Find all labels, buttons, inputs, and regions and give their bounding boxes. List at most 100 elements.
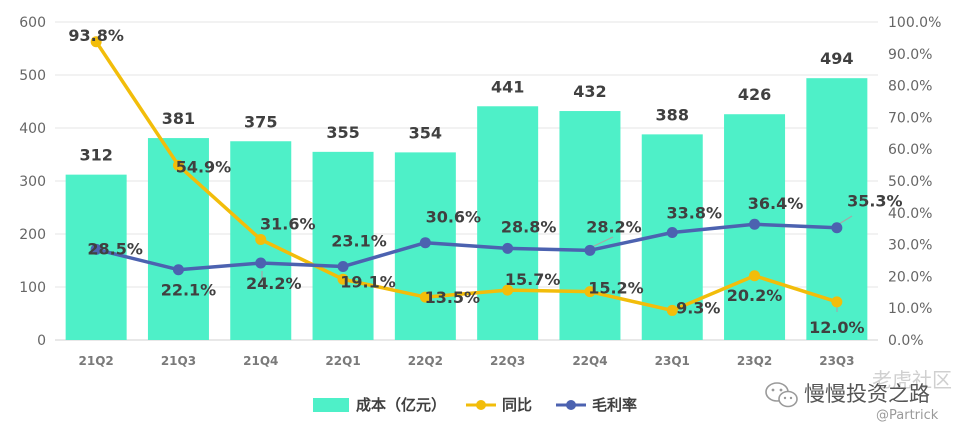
margin-point: [172, 264, 184, 276]
yoy-value-label: 93.8%: [68, 26, 124, 45]
yoy-value-label: 54.9%: [176, 157, 232, 176]
margin-value-label: 30.6%: [426, 208, 482, 227]
yoy-value-label: 9.3%: [676, 298, 720, 317]
right-tick-label: 40.0%: [888, 206, 932, 222]
left-tick-label: 100: [19, 280, 46, 296]
legend-label-margin: 毛利率: [592, 396, 637, 414]
right-tick-label: 20.0%: [888, 269, 932, 285]
yoy-point: [90, 36, 102, 48]
bar-22Q4: [559, 111, 621, 340]
yoy-value-label: 20.2%: [727, 286, 783, 305]
cost-bar-labels: 312 381 375 355 354 441 432 388 426 494: [79, 49, 853, 164]
yoy-value-label: 12.0%: [809, 318, 865, 337]
watermark-faint-text: 老虎社区: [872, 368, 952, 392]
x-tick-label: 22Q4: [572, 354, 607, 368]
legend-label-yoy: 同比: [502, 396, 532, 414]
bar-value-label: 312: [79, 146, 112, 165]
margin-leader-line: [838, 215, 853, 225]
margin-value-label: 28.8%: [501, 217, 557, 236]
x-tick-label: 22Q2: [408, 354, 443, 368]
margin-point: [337, 261, 349, 273]
legend: 成本（亿元） 同比 毛利率: [313, 396, 637, 414]
left-tick-label: 600: [19, 15, 46, 31]
right-tick-label: 70.0%: [888, 110, 932, 126]
yoy-point: [255, 234, 267, 246]
bar-value-label: 354: [409, 123, 442, 142]
bar-21Q2: [65, 174, 127, 340]
x-tick-label: 23Q2: [737, 354, 772, 368]
right-tick-label: 30.0%: [888, 238, 932, 254]
yoy-value-label: 31.6%: [260, 215, 316, 234]
legend-label-cost: 成本（亿元）: [356, 396, 446, 414]
yoy-line: [94, 40, 838, 313]
yoy-point: [502, 284, 514, 296]
bar-value-label: 381: [162, 109, 195, 128]
margin-value-label: 23.1%: [331, 232, 387, 251]
x-tick-label: 23Q3: [819, 354, 854, 368]
legend-swatch-cost: [313, 398, 349, 412]
x-tick-label: 23Q1: [655, 354, 690, 368]
margin-value-label: 33.8%: [666, 204, 722, 223]
watermark-handle: @Partrick: [876, 408, 939, 423]
margin-leader-line: [591, 236, 614, 248]
left-tick-label: 400: [19, 121, 46, 137]
left-tick-label: 500: [19, 68, 46, 84]
margin-point: [584, 244, 596, 256]
margin-value-label: 28.5%: [87, 239, 143, 258]
yoy-value-label: 19.1%: [340, 272, 396, 291]
x-tick-label: 21Q4: [243, 354, 278, 368]
margin-value-label: 28.2%: [586, 217, 642, 236]
right-tick-label: 10.0%: [888, 301, 932, 317]
right-tick-label: 50.0%: [888, 174, 932, 190]
right-tick-label: 0.0%: [888, 333, 924, 349]
bar-value-label: 426: [738, 85, 771, 104]
margin-value-label: 36.4%: [748, 194, 804, 213]
margin-point: [419, 237, 431, 249]
yoy-point: [172, 159, 184, 171]
left-tick-label: 200: [19, 227, 46, 243]
legend-marker-yoy: [476, 400, 486, 410]
margin-value-label: 35.3%: [847, 192, 903, 211]
right-tick-label: 100.0%: [888, 15, 941, 31]
yoy-point: [666, 304, 678, 316]
line-series: [90, 36, 843, 316]
yoy-point: [419, 291, 431, 303]
line-point-labels: 93.8% 54.9% 31.6% 19.1% 13.5% 15.7% 15.2% 9.3% 2…: [68, 26, 902, 337]
watermark-main-text: 慢慢投资之路: [804, 382, 930, 406]
x-tick-label: 21Q3: [161, 354, 196, 368]
bar-22Q3: [477, 106, 539, 341]
yoy-value-label: 15.2%: [588, 279, 644, 298]
x-tick-label: 22Q1: [325, 354, 360, 368]
legend-marker-margin: [566, 400, 576, 410]
margin-point: [666, 227, 678, 239]
margin-value-label: 24.2%: [246, 274, 302, 293]
bar-value-label: 432: [573, 82, 606, 101]
right-tick-label: 80.0%: [888, 79, 932, 95]
yoy-point: [749, 270, 761, 282]
margin-leader-line: [261, 271, 268, 287]
margin-value-label: 22.1%: [161, 281, 217, 300]
margin-line: [95, 222, 837, 272]
bar-value-label: 494: [820, 49, 853, 68]
x-tick-label: 21Q2: [79, 354, 114, 368]
left-axis: 0 100 200 300 400 500 600: [19, 15, 46, 349]
x-tick-label: 22Q3: [490, 354, 525, 368]
yoy-point: [584, 286, 596, 298]
left-tick-label: 0: [37, 333, 46, 349]
yoy-point: [337, 273, 349, 285]
margin-point: [502, 242, 514, 254]
x-axis: 21Q2 21Q3 21Q4 22Q1 22Q2 22Q3 22Q4 23Q1 23Q2 23Q3: [79, 354, 855, 368]
bar-value-label: 388: [656, 105, 689, 124]
wechat-icon: [765, 382, 798, 408]
watermark: 老虎社区 慢慢投资之路 @Partrick: [765, 368, 952, 423]
right-tick-label: 60.0%: [888, 142, 932, 158]
bar-value-label: 355: [326, 123, 359, 142]
yoy-point: [831, 296, 843, 308]
yoy-value-label: 13.5%: [425, 288, 481, 307]
bar-22Q1: [312, 151, 374, 340]
bar-value-label: 441: [491, 77, 524, 96]
left-tick-label: 300: [19, 174, 46, 190]
cost-bars: [65, 78, 868, 341]
bar-21Q3: [147, 138, 209, 340]
